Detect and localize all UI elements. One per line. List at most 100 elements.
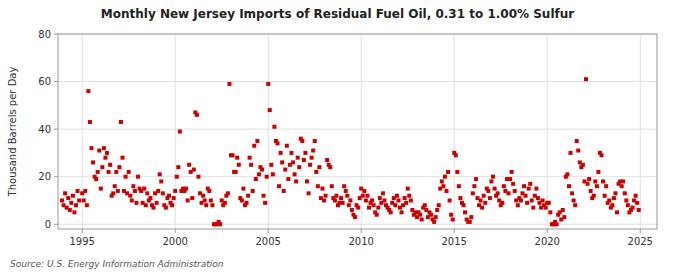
point <box>601 179 605 183</box>
point <box>471 191 475 195</box>
point <box>361 194 365 198</box>
point <box>305 179 309 183</box>
point <box>322 198 326 202</box>
point <box>303 151 307 155</box>
point <box>151 206 155 210</box>
point <box>375 213 379 217</box>
point <box>300 139 304 143</box>
point <box>534 187 538 191</box>
point <box>334 194 338 198</box>
point <box>455 170 459 174</box>
tick <box>640 229 641 233</box>
point <box>246 194 250 198</box>
point <box>164 206 168 210</box>
point <box>356 206 360 210</box>
point <box>268 108 272 112</box>
tick <box>268 229 269 233</box>
tick <box>175 229 176 233</box>
point <box>102 146 106 150</box>
point <box>234 170 238 174</box>
grid-line <box>454 34 455 229</box>
point <box>227 82 231 86</box>
point <box>223 201 227 205</box>
point <box>307 191 311 195</box>
point <box>362 189 366 193</box>
point <box>142 187 146 191</box>
point <box>469 215 473 219</box>
tick <box>54 81 58 82</box>
point <box>561 208 565 212</box>
point <box>429 213 433 217</box>
point <box>187 163 191 167</box>
grid-line <box>58 224 657 225</box>
point <box>89 146 93 150</box>
grid-line <box>58 81 657 82</box>
point <box>289 151 293 155</box>
point <box>248 156 252 160</box>
tick-label: 0 <box>45 219 51 230</box>
point <box>615 210 619 214</box>
point <box>116 189 120 193</box>
point <box>432 220 436 224</box>
point <box>435 208 439 212</box>
point <box>600 153 604 157</box>
point <box>308 163 312 167</box>
point <box>613 191 617 195</box>
point <box>119 120 123 124</box>
point <box>472 184 476 188</box>
point <box>192 168 196 172</box>
point <box>263 201 267 205</box>
point <box>612 196 616 200</box>
point <box>155 201 159 205</box>
point <box>525 201 529 205</box>
point <box>190 196 194 200</box>
point <box>567 184 571 188</box>
point <box>313 139 317 143</box>
point <box>172 196 176 200</box>
x-axis: 1995200020052010201520202025 <box>69 229 653 247</box>
point <box>437 203 441 207</box>
points <box>60 77 641 226</box>
point <box>367 206 371 210</box>
point <box>506 191 510 195</box>
point <box>173 189 177 193</box>
point <box>144 203 148 207</box>
point <box>344 189 348 193</box>
point <box>252 144 256 148</box>
point <box>316 184 320 188</box>
point <box>527 187 531 191</box>
point <box>443 175 447 179</box>
point <box>595 184 599 188</box>
tick-label: 1995 <box>69 236 94 247</box>
point <box>587 177 591 181</box>
point <box>376 206 380 210</box>
point <box>389 210 393 214</box>
point <box>77 198 81 202</box>
point <box>265 175 269 179</box>
point <box>623 191 627 195</box>
point <box>516 203 520 207</box>
point <box>420 217 424 221</box>
tick-label: 2005 <box>255 236 280 247</box>
point <box>626 203 630 207</box>
point <box>581 163 585 167</box>
point <box>113 184 117 188</box>
point <box>593 179 597 183</box>
tick <box>54 224 58 225</box>
tick-label: 60 <box>38 76 51 87</box>
point <box>589 189 593 193</box>
point <box>324 194 328 198</box>
point <box>279 151 283 155</box>
point <box>407 194 411 198</box>
grid <box>58 34 657 229</box>
point <box>522 184 526 188</box>
point <box>548 210 552 214</box>
point <box>568 151 572 155</box>
point <box>145 191 149 195</box>
point <box>175 175 179 179</box>
point <box>635 201 639 205</box>
point <box>325 158 329 162</box>
point <box>134 201 138 205</box>
point <box>269 163 273 167</box>
point <box>592 194 596 198</box>
